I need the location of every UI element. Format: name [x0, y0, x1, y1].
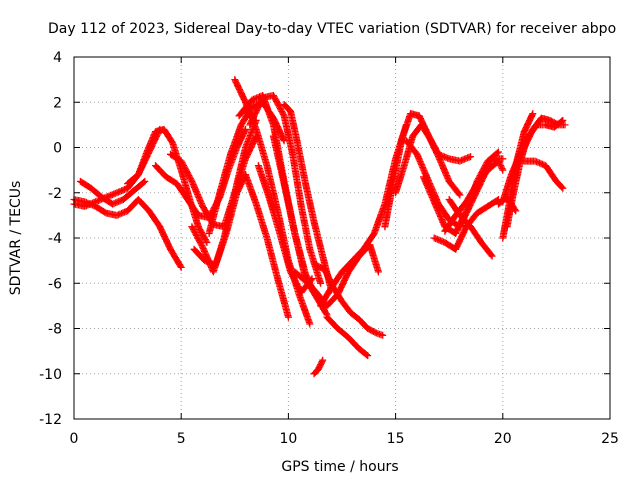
x-tick-label: 25	[601, 431, 619, 447]
grid	[73, 56, 611, 420]
data-point-markers	[445, 196, 496, 260]
data-point-markers	[323, 313, 372, 360]
series-sat-t	[323, 313, 372, 360]
y-tick-label: 4	[53, 50, 62, 66]
x-tick-label: 5	[177, 431, 186, 447]
series-sat-af	[520, 114, 569, 151]
data-point-markers	[310, 356, 327, 378]
y-axis-label: SDTVAR / TECUs	[8, 181, 24, 296]
y-tick-label: -8	[48, 322, 62, 338]
data-point-markers	[242, 171, 292, 321]
y-axis: 4 2 0 -2 -4 -6 -8 -10 -12	[39, 50, 610, 428]
series-sat-n	[254, 162, 316, 296]
x-tick-label: 15	[387, 431, 405, 447]
series-sat-c	[76, 177, 149, 208]
series-sat-r	[312, 261, 387, 339]
data-point-markers	[190, 171, 249, 269]
x-tick-label: 10	[279, 431, 297, 447]
y-tick-label: -10	[39, 367, 62, 383]
y-tick-label: 0	[53, 141, 62, 157]
y-tick-label: -12	[39, 412, 62, 428]
data-point-markers	[520, 157, 567, 192]
series-sat-ag	[520, 157, 567, 192]
x-axis-label: GPS time / hours	[281, 459, 398, 475]
data-point-markers	[76, 177, 149, 208]
data-point-markers	[246, 92, 325, 287]
chart-title: Day 112 of 2023, Sidereal Day-to-day VTE…	[48, 21, 616, 37]
y-tick-label: -4	[48, 231, 62, 247]
x-tick-label: 20	[494, 431, 512, 447]
series-sat-u	[310, 356, 327, 378]
x-axis: 0 5 10 15 20 25	[70, 57, 619, 447]
series-sat-m	[242, 171, 292, 321]
series-sat-h	[190, 171, 249, 269]
series-sat-ab	[445, 196, 496, 260]
data-point-markers	[312, 261, 387, 339]
y-tick-label: -6	[48, 276, 62, 292]
data-points	[70, 76, 569, 378]
y-tick-label: 2	[53, 95, 62, 111]
data-point-markers	[495, 193, 520, 215]
x-tick-label: 0	[70, 431, 79, 447]
series-sat-l	[246, 92, 325, 287]
data-point-markers	[520, 114, 569, 151]
y-tick-label: -2	[48, 186, 62, 202]
data-point-markers	[254, 162, 316, 296]
series-sat-ah	[495, 193, 520, 215]
